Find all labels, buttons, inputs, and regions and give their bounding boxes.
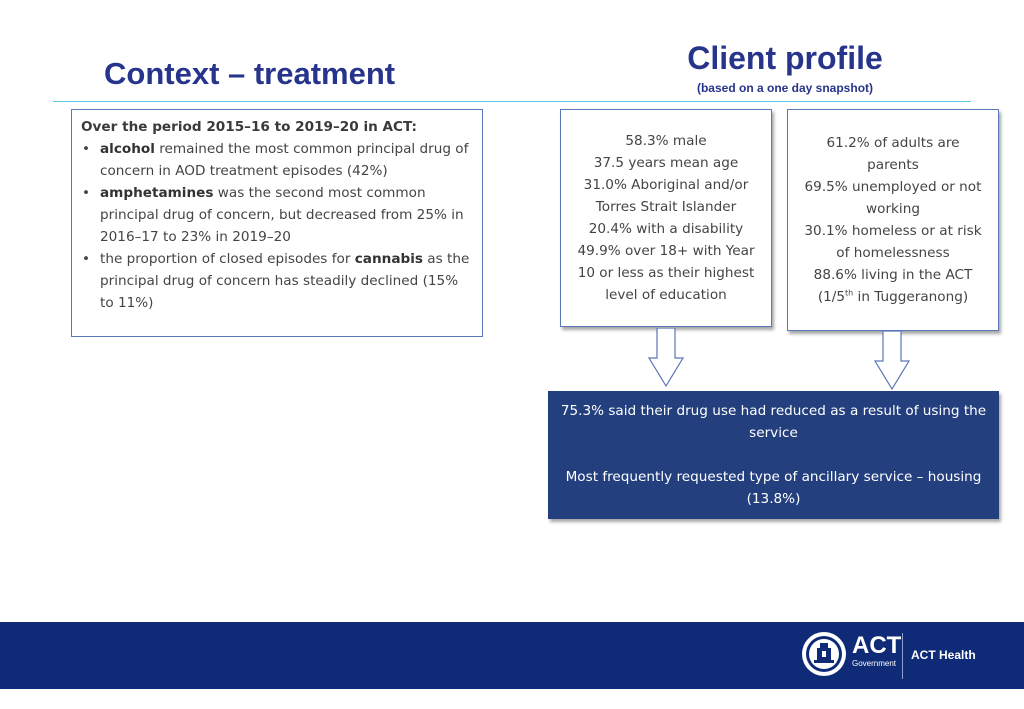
down-arrow-icon [874, 331, 910, 391]
context-bullet-cannabis: the proportion of closed episodes for ca… [81, 248, 474, 314]
profile-line: 20.4% with a disability [588, 221, 744, 237]
profile-line: of homelessness [836, 245, 950, 261]
bullet-text: was the second most common principal dru… [100, 185, 464, 245]
bullet-bold-term: alcohol [100, 141, 155, 157]
profile-line: 30.1% homeless or at risk [804, 223, 982, 239]
context-heading: Over the period 2015–16 to 2019–20 in AC… [81, 119, 417, 135]
outcome-drug-use-reduced: 75.3% said their drug use had reduced as… [560, 403, 987, 441]
profile-line: 37.5 years mean age [593, 155, 739, 171]
context-bullet-alcohol: alcohol remained the most common princip… [81, 138, 474, 182]
profile-box-circumstances: 61.2% of adults are parents 69.5% unempl… [787, 109, 999, 331]
act-logo-subtext: Government [852, 659, 897, 668]
profile-line: Torres Strait Islander [595, 199, 737, 215]
profile-line: level of education [605, 287, 727, 303]
profile-line: 88.6% living in the ACT [813, 267, 973, 283]
outcome-ancillary-service: Most frequently requested type of ancill… [565, 469, 982, 507]
logo-divider [902, 633, 903, 679]
act-government-crest-icon [802, 632, 846, 676]
client-profile-subtitle: (based on a one day snapshot) [696, 81, 874, 95]
bullet-text: remained the most common principal drug … [100, 141, 469, 179]
profile-line: 69.5% unemployed or not [804, 179, 982, 195]
profile-line: 61.2% of adults are [826, 135, 960, 151]
context-bullet-amphetamines: amphetamines was the second most common … [81, 182, 474, 248]
act-logo-wordmark: ACT [852, 632, 902, 659]
down-arrow-icon [648, 328, 684, 388]
act-health-label: ACT Health [911, 648, 976, 662]
bullet-bold-term: cannabis [354, 251, 423, 267]
header-divider [53, 101, 971, 102]
context-box: Over the period 2015–16 to 2019–20 in AC… [71, 109, 483, 337]
client-profile-title: Client profile [687, 40, 883, 76]
profile-line: 31.0% Aboriginal and/or [583, 177, 749, 193]
profile-line: working [866, 201, 920, 217]
bullet-bold-term: amphetamines [100, 185, 214, 201]
profile-line: 58.3% male [625, 133, 707, 149]
profile-box-demographics: 58.3% male 37.5 years mean age 31.0% Abo… [560, 109, 772, 327]
profile-line-tuggeranong: (1/5th in Tuggeranong) [788, 286, 998, 308]
ordinal-suffix: th [845, 288, 854, 298]
bullet-text-pre: the proportion of closed episodes for [100, 251, 355, 267]
context-bullet-list: alcohol remained the most common princip… [81, 138, 474, 314]
outcome-box: 75.3% said their drug use had reduced as… [548, 391, 999, 519]
tuggeranong-suffix: in Tuggeranong) [853, 289, 969, 305]
bullet-text: as the principal drug of concern has ste… [100, 251, 470, 311]
profile-line: 10 or less as their highest [577, 265, 755, 281]
profile-line: parents [867, 157, 919, 173]
tuggeranong-prefix: (1/5 [817, 289, 846, 305]
footer-bar [0, 622, 1024, 689]
profile-line: 49.9% over 18+ with Year [577, 243, 755, 259]
page-title: Context – treatment [104, 56, 396, 91]
